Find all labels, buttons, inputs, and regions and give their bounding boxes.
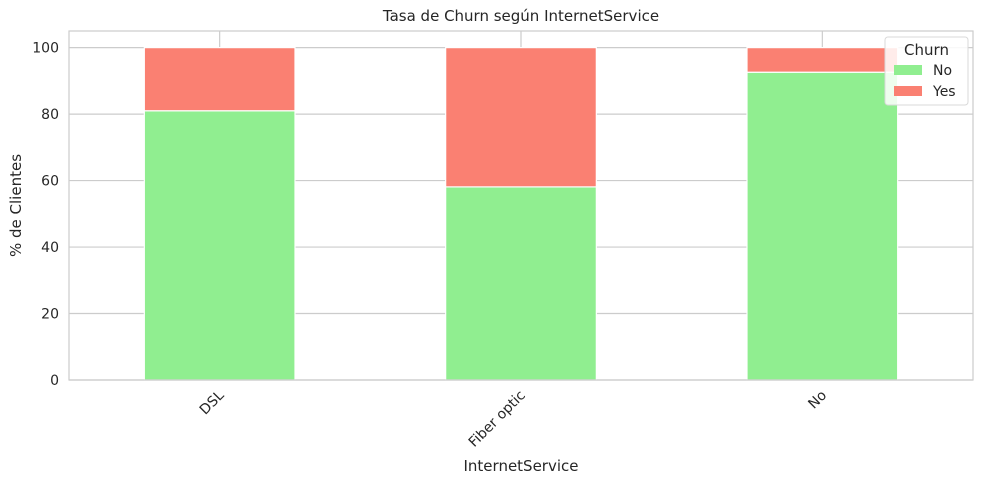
legend-label-yes: Yes bbox=[932, 84, 956, 100]
bar-yes-dsl bbox=[143, 47, 296, 112]
bar-no-fiber-optic bbox=[445, 186, 597, 381]
y-tick-label: 100 bbox=[32, 41, 59, 57]
chart-title: Tasa de Churn según InternetService bbox=[382, 7, 659, 25]
y-tick-label: 0 bbox=[50, 373, 59, 389]
plot-frame bbox=[68, 30, 974, 381]
x-axis-title: InternetService bbox=[464, 457, 579, 475]
bar-yes-no bbox=[746, 47, 899, 73]
bar-no-dsl bbox=[143, 110, 296, 381]
bar-yes-fiber-optic bbox=[445, 47, 597, 188]
x-axis: DSL Fiber optic No bbox=[197, 387, 830, 450]
y-tick-label: 60 bbox=[41, 174, 59, 190]
bar-group bbox=[143, 47, 899, 381]
y-axis: 0 20 40 60 80 100 bbox=[32, 41, 59, 389]
legend-title: Churn bbox=[904, 41, 949, 59]
x-tick-label: Fiber optic bbox=[466, 388, 529, 451]
legend: Churn No Yes bbox=[884, 36, 969, 106]
y-tick-label: 20 bbox=[41, 307, 59, 323]
x-tick-label: DSL bbox=[197, 387, 228, 418]
x-tick-label: No bbox=[805, 388, 830, 413]
y-axis-title: % de Clientes bbox=[7, 154, 25, 257]
legend-label-no: No bbox=[933, 63, 952, 79]
legend-swatch-no bbox=[894, 65, 922, 75]
y-tick-label: 40 bbox=[41, 240, 59, 256]
bar-no-no bbox=[746, 71, 899, 381]
legend-swatch-yes bbox=[894, 86, 922, 96]
y-tick-label: 80 bbox=[41, 107, 59, 123]
